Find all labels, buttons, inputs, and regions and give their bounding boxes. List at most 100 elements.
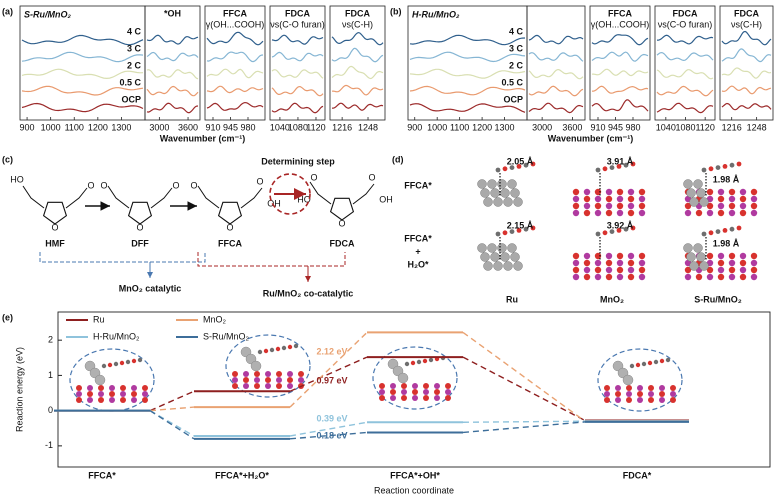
y-tick-label: 0: [48, 405, 53, 415]
connector: [289, 331, 368, 408]
furan-ring: [329, 197, 355, 221]
inset-atom: [401, 395, 407, 401]
connector: [149, 410, 195, 437]
spectrum-curve: [591, 99, 649, 112]
lattice-atom: [739, 188, 747, 196]
lattice-atom: [594, 259, 602, 267]
inset-atom: [98, 391, 104, 397]
spectrum-curve: [21, 85, 144, 96]
inset-atom: [401, 383, 407, 389]
spectrum-curve: [656, 69, 714, 80]
inset-adsorbate: [416, 359, 422, 365]
x-tick-label: FDCA*: [623, 470, 652, 480]
x-tick-label: 1248: [358, 122, 378, 132]
ru-atom: [686, 188, 696, 198]
adsorbate-atom: [602, 230, 608, 236]
lattice-atom: [583, 266, 591, 274]
inset-atom: [423, 395, 429, 401]
spectrum-curve: [656, 34, 714, 45]
legend-label: Ru: [93, 314, 105, 324]
inset-atom: [659, 385, 665, 391]
inset-adsorbate: [410, 360, 416, 366]
spectrum-curve: [271, 102, 324, 114]
spectrum-frame: [329, 5, 386, 121]
x-tick-label: 1120: [695, 122, 714, 132]
spectrum-curve: [721, 67, 772, 79]
ru-atom: [507, 243, 517, 253]
ru-atom: [500, 252, 510, 262]
energy-annotation: 0.97 eV: [316, 375, 347, 385]
furan-ring: [42, 201, 68, 225]
inset-adsorbate: [269, 347, 275, 353]
x-tick-label: 1216: [332, 122, 352, 132]
inset-atom: [637, 385, 643, 391]
lattice-atom: [750, 259, 758, 267]
lattice-atom: [605, 273, 613, 281]
lattice-atom: [706, 252, 714, 260]
inset-atom: [626, 385, 632, 391]
spectrum-curve: [528, 85, 584, 97]
curve-label: 3 C: [127, 43, 142, 53]
lattice-atom: [728, 195, 736, 203]
column-label: MnO₂: [600, 294, 624, 304]
y-tick-label: -1: [45, 440, 53, 450]
spectrum-curve: [721, 48, 772, 63]
lattice-atom: [583, 202, 591, 210]
x-tick-label: FFCA*+OH*: [390, 470, 440, 480]
spectrum-curve: [331, 102, 384, 111]
spectrum-curve: [146, 102, 199, 114]
row-label: +: [415, 246, 420, 256]
x-tick-label: 1040: [270, 122, 290, 132]
adsorbate-atom: [722, 228, 728, 233]
x-tick-label: 980: [625, 122, 640, 132]
inset-outline: [597, 348, 683, 412]
inset-atom: [390, 395, 396, 401]
lattice-atom: [717, 259, 725, 267]
lattice-atom: [572, 266, 580, 274]
spectrum-frame: [589, 5, 651, 121]
atom-label: O: [338, 218, 345, 228]
spectrum-curve: [409, 51, 526, 63]
atom-label: O: [136, 222, 143, 232]
ru-atom: [510, 252, 520, 262]
ru-atom: [490, 188, 500, 198]
adsorbate-atom: [530, 161, 536, 167]
adsorbate-atom: [523, 162, 529, 168]
x-tick-label: 1248: [747, 122, 767, 132]
window-title: γ(OH...COOH): [591, 19, 650, 29]
ru-atom: [699, 197, 709, 207]
adsorbate-atom: [495, 167, 501, 173]
adsorbate-atom: [623, 226, 629, 232]
lattice-atom: [706, 273, 714, 281]
spectrum-curve: [591, 34, 649, 46]
lattice-atom: [706, 209, 714, 217]
rds-circle: [269, 173, 311, 215]
lattice-atom: [728, 259, 736, 267]
x-tick-label: 1216: [722, 122, 742, 132]
adsorbate-atom: [495, 231, 501, 237]
lattice-atom: [583, 188, 591, 196]
lattice-atom: [739, 195, 747, 203]
sample-name: S-Ru/MnO₂: [24, 9, 71, 19]
window-title: FFCA: [223, 8, 247, 18]
window-title: νs(C-H): [342, 19, 373, 29]
lattice-atom: [583, 195, 591, 203]
inset-atom: [142, 385, 148, 391]
connector: [462, 421, 586, 434]
spectrum-curve: [591, 51, 649, 62]
lattice-atom: [638, 195, 646, 203]
molecule-name: DFF: [131, 238, 149, 248]
connector: [462, 420, 586, 423]
inset-adsorbate: [428, 357, 434, 363]
lattice-atom: [728, 266, 736, 274]
inset-atom: [254, 377, 260, 383]
inset-atom: [670, 397, 676, 403]
legend-label: MnO₂: [203, 314, 227, 324]
lattice-atom: [627, 209, 635, 217]
spectrum-curve: [21, 68, 144, 80]
lattice-atom: [750, 266, 758, 274]
lattice-atom: [594, 266, 602, 274]
ru-atom: [497, 179, 507, 189]
inset-ru: [397, 372, 409, 384]
distance-label: 3.91 Å: [607, 156, 634, 166]
